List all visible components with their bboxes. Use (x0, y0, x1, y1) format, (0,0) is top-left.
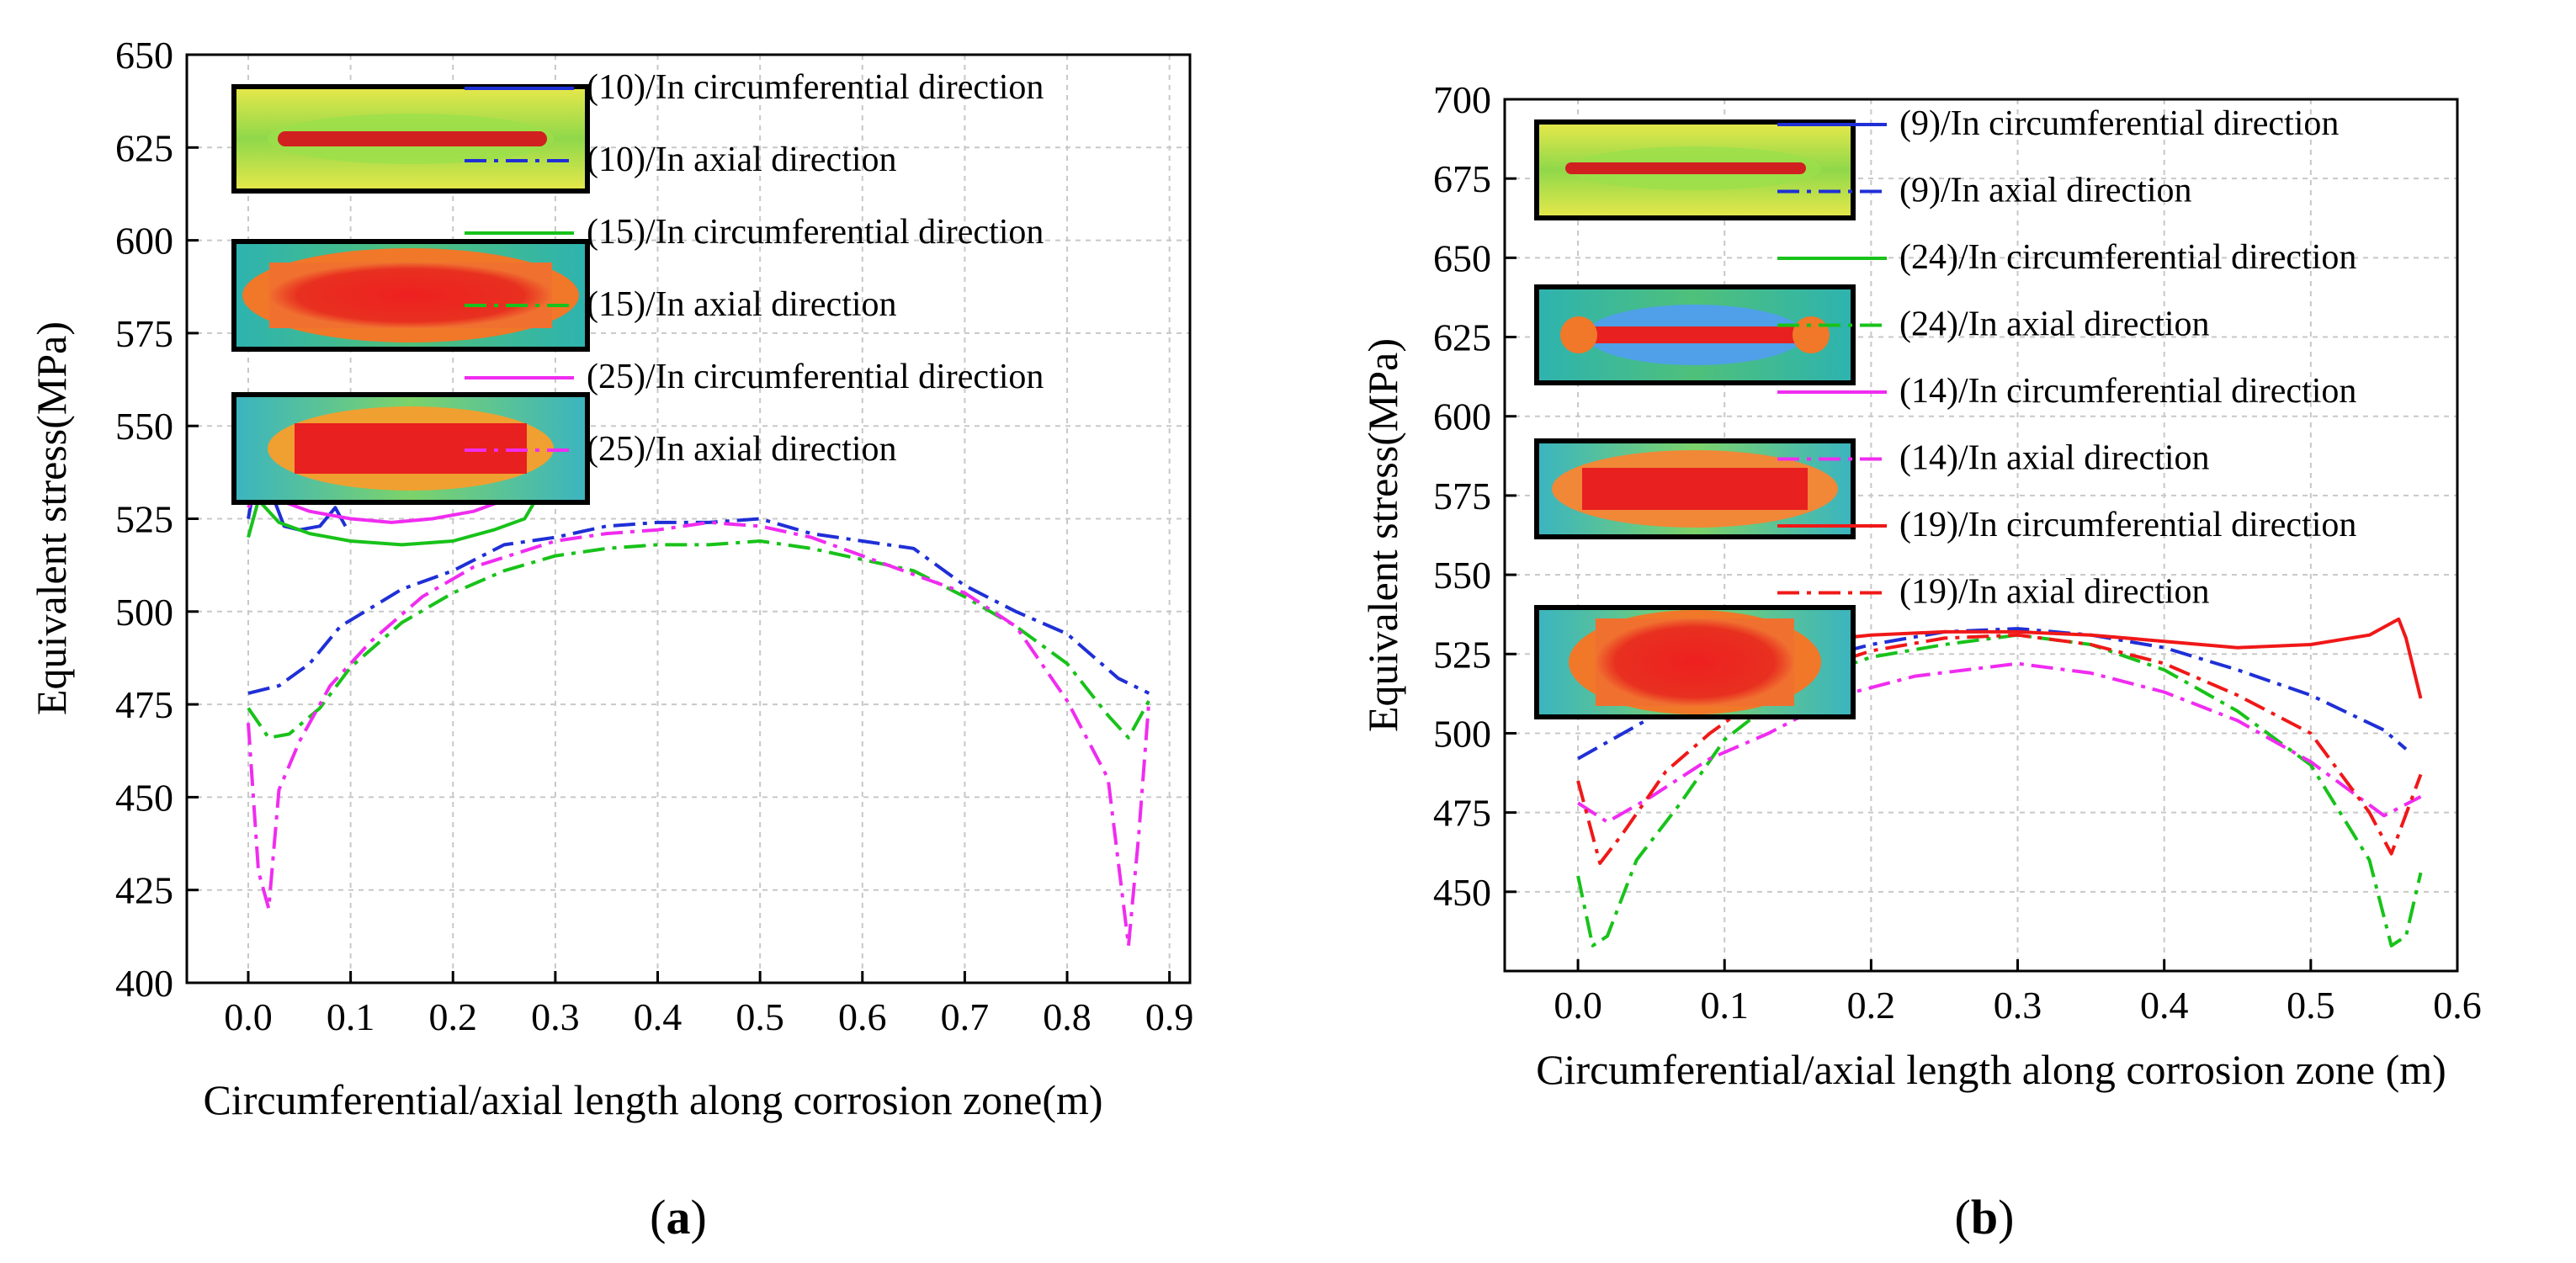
series-line-0-3 (247, 539, 1151, 740)
x-tick-label: 0.6 (2433, 984, 2482, 1027)
series-line-0-2 (247, 491, 542, 547)
ticks-a: 0.0 0.1 0.2 0.3 0.4 0.5 0.6 0.7 0.8 0.9 400 425 450 4… (115, 34, 1193, 1038)
y-tick-label: 625 (115, 126, 173, 169)
x-tick-label: 0.9 (1145, 995, 1194, 1038)
y-tick-label: 475 (1433, 792, 1491, 835)
legend-label: (24)/In axial direction (1899, 305, 2210, 344)
legend-label: (9)/In circumferential direction (1899, 104, 2339, 143)
contour-14-image (1534, 438, 1856, 539)
y-tick-label: 600 (1433, 395, 1491, 438)
y-tick-label: 450 (1433, 871, 1491, 914)
series-line-0-5 (247, 520, 1151, 947)
y-tick-label: 650 (1433, 236, 1491, 279)
x-axis-title-b: Circumferential/axial length along corro… (1536, 1046, 2446, 1093)
y-tick-label: 700 (1433, 78, 1491, 121)
legend-label: (15)/In axial direction (587, 285, 897, 324)
y-tick-label: 550 (115, 405, 173, 448)
legend-a: (10)/In circumferential direction (10)/In… (465, 68, 1044, 469)
y-tick-label: 475 (115, 683, 173, 726)
x-tick-label: 0.4 (634, 995, 683, 1038)
x-tick-label: 0.8 (1043, 995, 1091, 1038)
y-tick-label: 500 (1433, 712, 1491, 755)
series-line-1-7 (1576, 633, 2423, 865)
contour-10-image (231, 84, 590, 194)
legend-label: (15)/In circumferential direction (587, 213, 1044, 252)
x-axis-title-a: Circumferential/axial length along corro… (203, 1076, 1102, 1123)
panel-label-a: (a) (650, 1190, 707, 1244)
legend-label: (19)/In axial direction (1899, 573, 2210, 612)
panel-a: 0.0 0.1 0.2 0.3 0.4 0.5 0.6 0.7 0.8 0.9 400 425 450 4… (28, 34, 1193, 1244)
legend-label: (24)/In circumferential direction (1899, 238, 2356, 277)
x-tick-label: 0.3 (1994, 984, 2042, 1027)
legend-label: (19)/In circumferential direction (1899, 506, 2356, 544)
legend-label: (10)/In circumferential direction (587, 68, 1044, 107)
contour-19-image (1534, 605, 1856, 719)
contour-25-image (231, 392, 590, 505)
plot-frame-b (1503, 98, 2459, 973)
y-tick-label: 425 (115, 869, 173, 912)
series-line-1-1 (1577, 627, 2408, 761)
y-tick-label: 650 (115, 34, 173, 77)
y-tick-label: 575 (115, 312, 173, 355)
y-tick-label: 575 (1433, 475, 1491, 517)
y-tick-label: 450 (115, 776, 173, 819)
legend-label: (25)/In circumferential direction (587, 358, 1044, 396)
x-tick-label: 0.2 (1847, 984, 1896, 1027)
series-line-1-3 (1576, 633, 2423, 947)
legend-label: (14)/In axial direction (1899, 439, 2210, 478)
series-line-0-1 (247, 517, 1150, 695)
y-tick-label: 525 (1433, 633, 1491, 676)
y-tick-label: 500 (115, 591, 173, 634)
grid-a (187, 54, 1190, 984)
y-tick-label: 675 (1433, 157, 1491, 200)
x-tick-label: 0.3 (531, 995, 580, 1038)
y-tick-label: 550 (1433, 554, 1491, 597)
x-tick-label: 0.5 (736, 995, 784, 1038)
y-tick-label: 400 (115, 962, 173, 1005)
contour-9-image (1534, 119, 1856, 220)
x-tick-label: 0.0 (224, 995, 273, 1038)
x-tick-label: 0.5 (2287, 984, 2335, 1027)
x-tick-label: 0.0 (1554, 984, 1602, 1027)
panel-b: 0.0 0.1 0.2 0.3 0.4 0.5 0.6 450 475 500 525 550 575 6… (1359, 78, 2482, 1244)
contour-24-image (1534, 284, 1856, 385)
x-tick-label: 0.2 (428, 995, 477, 1038)
legend-label: (14)/In circumferential direction (1899, 372, 2356, 411)
legend-label: (10)/In axial direction (587, 141, 897, 179)
contour-15-image (231, 239, 590, 352)
x-tick-label: 0.7 (941, 995, 990, 1038)
y-tick-label: 625 (1433, 316, 1491, 359)
x-tick-label: 0.1 (327, 995, 375, 1038)
y-tick-label: 600 (115, 220, 173, 263)
y-tick-label: 525 (115, 498, 173, 541)
x-tick-label: 0.6 (838, 995, 887, 1038)
grid-b (1505, 98, 2458, 971)
panel-label-b: (b) (1955, 1190, 2015, 1244)
ticks-b: 0.0 0.1 0.2 0.3 0.4 0.5 0.6 450 475 500 525 550 575 6… (1433, 78, 2482, 1027)
legend-label: (9)/In axial direction (1899, 172, 2192, 210)
x-tick-label: 0.4 (2140, 984, 2189, 1027)
legend-label: (25)/In axial direction (587, 430, 897, 469)
legend-b: (9)/In circumferential direction (9)/In a… (1777, 104, 2356, 612)
y-axis-title-b: Equivalent stress(MPa) (1359, 338, 1406, 732)
series-line-1-5 (1577, 661, 2422, 824)
series-line-1-6 (1841, 617, 2423, 699)
y-axis-title-a: Equivalent stress(MPa) (28, 321, 75, 715)
x-tick-label: 0.1 (1700, 984, 1749, 1027)
